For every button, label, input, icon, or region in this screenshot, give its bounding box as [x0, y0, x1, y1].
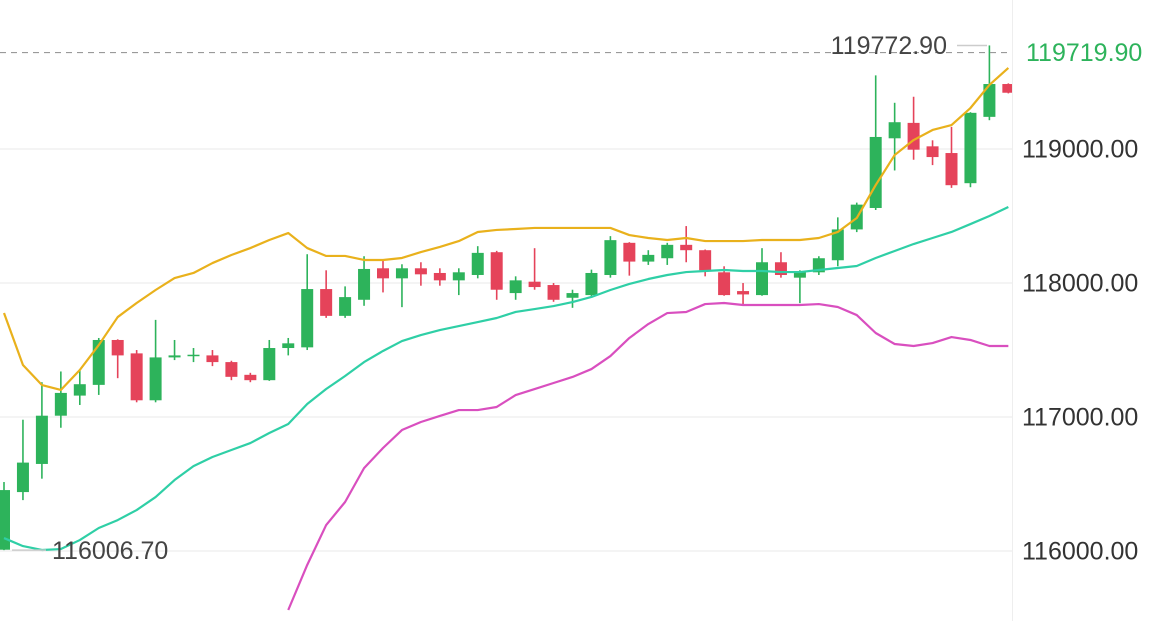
candle-body [547, 285, 560, 300]
indicator-line [287, 301, 1009, 611]
candle-body [395, 268, 408, 279]
candle-body [35, 415, 48, 464]
candle-body [0, 490, 10, 550]
candle-body [566, 293, 579, 298]
candle-body [983, 84, 996, 117]
candle-body [699, 250, 712, 271]
candle-body [111, 339, 124, 356]
indicator-line [3, 206, 1009, 552]
candle-body [964, 112, 977, 184]
candle-body [168, 355, 181, 358]
candle-body [301, 289, 314, 348]
candle-body [92, 339, 105, 385]
candle-body [737, 291, 750, 295]
y-tick-label: 119000.00 [1022, 136, 1138, 164]
candle-body [377, 268, 389, 279]
candle-body [831, 229, 844, 261]
candle-body [244, 374, 257, 381]
candle-body [945, 153, 958, 186]
candle-body [585, 272, 598, 296]
candle-body [282, 343, 295, 349]
candle-body [433, 272, 446, 281]
plot-area [0, 45, 1012, 611]
candle-body [680, 244, 693, 251]
candle-body [869, 136, 882, 208]
candle-body [73, 384, 86, 396]
candle-body [16, 462, 29, 493]
last-price-label: 119719.90 [1026, 39, 1142, 67]
candle-body [718, 272, 731, 296]
candle-body [414, 268, 427, 275]
candle-body [528, 281, 541, 288]
candle-body [1002, 84, 1012, 93]
candle-body [452, 272, 465, 281]
y-tick-label: 117000.00 [1022, 404, 1138, 432]
candle-body [206, 355, 219, 363]
candle-body [888, 122, 901, 139]
candle-body [604, 240, 617, 275]
candle-body [509, 280, 522, 294]
candle-body [187, 354, 200, 357]
high-marker-label: 119772.90 [831, 32, 947, 60]
candle-body [54, 392, 67, 416]
candle-body [225, 362, 238, 377]
y-tick-label: 116000.00 [1022, 538, 1138, 566]
indicator-line [2, 67, 1010, 392]
candle-body [320, 289, 333, 316]
low-marker-label: 116006.70 [52, 537, 168, 565]
candle-body [471, 252, 484, 275]
candle-body [339, 297, 352, 316]
candle-body [130, 353, 143, 401]
candle-body [149, 357, 162, 401]
candle-body [490, 252, 503, 290]
candle-body [756, 262, 768, 296]
candle-body [358, 268, 371, 300]
candle-body [623, 242, 636, 262]
candle-body [642, 254, 655, 262]
candle-body [263, 348, 276, 381]
y-tick-label: 118000.00 [1022, 270, 1138, 298]
candle-body [661, 244, 674, 259]
price-axis: 116000.00 117000.00 118000.00 119000.00 [1022, 136, 1138, 566]
candle-body [907, 122, 920, 150]
candle-body [926, 146, 939, 158]
candle-body [793, 272, 806, 278]
